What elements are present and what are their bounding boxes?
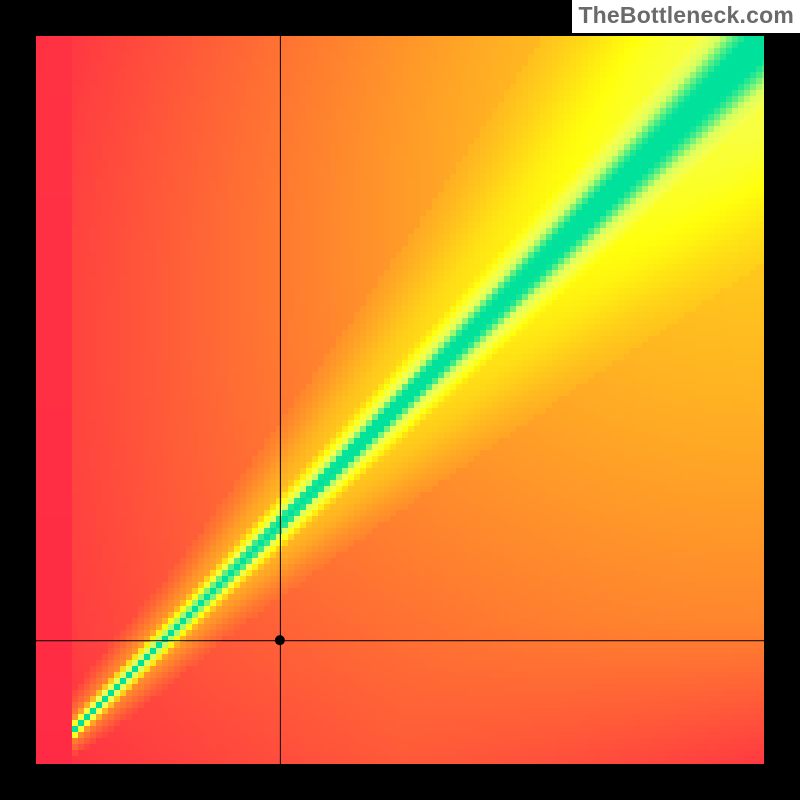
site-watermark: TheBottleneck.com xyxy=(572,0,800,33)
bottleneck-heatmap xyxy=(0,0,800,800)
